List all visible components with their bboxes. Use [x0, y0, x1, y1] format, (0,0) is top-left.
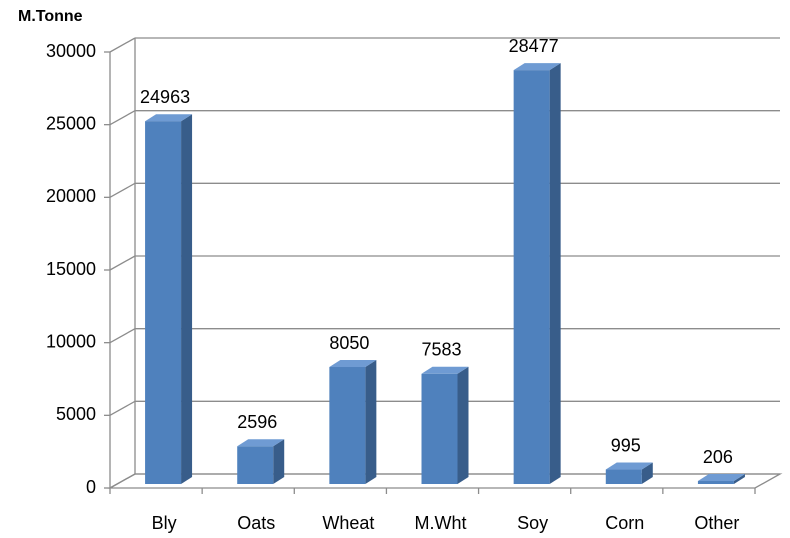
bar: [421, 373, 458, 484]
bar-top: [605, 462, 653, 470]
grid-diagonal: [109, 110, 136, 126]
bar-group: [329, 360, 377, 484]
bar-top: [329, 360, 377, 368]
bar: [329, 367, 366, 484]
x-tick-label: M.Wht: [415, 513, 467, 533]
bar-top: [145, 114, 193, 122]
x-tick-label: Soy: [517, 513, 548, 533]
grid-diagonal: [109, 37, 136, 53]
y-tick-label: 25000: [46, 113, 96, 133]
y-tick-label: 0: [86, 477, 96, 497]
x-tick-label: Other: [694, 513, 739, 533]
y-tick-label: 30000: [46, 41, 96, 61]
bar: [145, 121, 182, 484]
data-label: 7583: [421, 340, 461, 360]
bar-group: [421, 366, 469, 484]
bar-group: [145, 114, 193, 484]
y-tick-label: 20000: [46, 186, 96, 206]
bar-top: [513, 63, 561, 71]
bar-side: [733, 474, 745, 484]
grid-diagonal: [109, 473, 136, 489]
x-tick-label: Corn: [605, 513, 644, 533]
y-tick-label: 5000: [56, 404, 96, 424]
data-label: 995: [611, 435, 641, 455]
bar-group: [513, 63, 561, 484]
bar-side: [457, 366, 469, 484]
bar-group: [697, 474, 745, 484]
bar-group: [605, 462, 653, 484]
bar-side: [273, 439, 285, 484]
bar-side: [641, 462, 653, 484]
bar: [237, 446, 274, 484]
x-tick-label: Wheat: [322, 513, 374, 533]
bar-group: [237, 439, 285, 484]
data-label: 2596: [237, 412, 277, 432]
bar: [513, 70, 550, 484]
bar-side: [181, 114, 193, 484]
grid-diagonal: [109, 182, 136, 198]
grid-diagonal: [109, 255, 136, 271]
x-tick-label: Oats: [237, 513, 275, 533]
bar-top: [237, 439, 285, 447]
data-label: 206: [703, 447, 733, 467]
bar: [605, 469, 642, 484]
x-tick-label: Bly: [152, 513, 177, 533]
bar: [697, 481, 734, 484]
y-tick-label: 15000: [46, 259, 96, 279]
grid-diagonal: [109, 400, 136, 416]
bar-side: [365, 360, 377, 484]
bar-side: [549, 63, 561, 484]
data-label: 28477: [509, 36, 559, 56]
data-label: 8050: [329, 333, 369, 353]
data-label: 24963: [140, 87, 190, 107]
bar-top: [697, 474, 745, 482]
grid-diagonal: [109, 328, 136, 344]
y-axis-label: M.Tonne: [18, 8, 83, 25]
bar-top: [421, 366, 469, 374]
y-tick-label: 10000: [46, 331, 96, 351]
